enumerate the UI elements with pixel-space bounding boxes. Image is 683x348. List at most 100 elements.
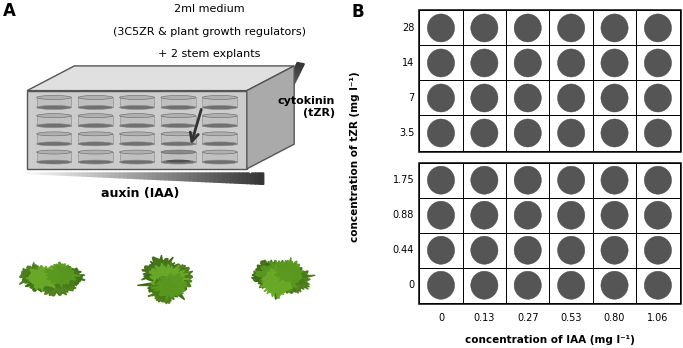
Polygon shape bbox=[153, 173, 157, 180]
Text: D: D bbox=[117, 228, 130, 243]
Bar bbox=[593, 233, 637, 268]
Polygon shape bbox=[120, 116, 154, 126]
Polygon shape bbox=[74, 173, 79, 176]
Polygon shape bbox=[272, 120, 276, 123]
Circle shape bbox=[471, 119, 498, 147]
Circle shape bbox=[471, 201, 498, 229]
Circle shape bbox=[514, 14, 542, 42]
Ellipse shape bbox=[202, 160, 237, 164]
Circle shape bbox=[644, 14, 671, 42]
Bar bbox=[462, 46, 506, 80]
Polygon shape bbox=[148, 277, 176, 304]
Ellipse shape bbox=[202, 95, 237, 100]
Polygon shape bbox=[256, 158, 257, 160]
Polygon shape bbox=[260, 173, 264, 184]
Text: 28: 28 bbox=[402, 23, 414, 33]
Polygon shape bbox=[58, 173, 62, 175]
Ellipse shape bbox=[120, 114, 154, 118]
Ellipse shape bbox=[120, 95, 154, 100]
Bar bbox=[549, 46, 593, 80]
Polygon shape bbox=[161, 97, 196, 108]
Bar bbox=[637, 198, 680, 233]
Text: 0: 0 bbox=[408, 280, 414, 290]
Circle shape bbox=[644, 49, 671, 77]
Polygon shape bbox=[194, 173, 198, 181]
Polygon shape bbox=[262, 142, 266, 145]
Polygon shape bbox=[37, 97, 72, 108]
Polygon shape bbox=[281, 98, 287, 101]
Polygon shape bbox=[252, 166, 253, 169]
Text: 0.88: 0.88 bbox=[393, 210, 414, 220]
Polygon shape bbox=[264, 138, 268, 140]
Polygon shape bbox=[62, 173, 66, 175]
Bar bbox=[462, 268, 506, 303]
Polygon shape bbox=[268, 129, 272, 132]
Text: 0: 0 bbox=[438, 313, 444, 323]
Ellipse shape bbox=[37, 150, 72, 154]
Ellipse shape bbox=[120, 124, 154, 128]
Polygon shape bbox=[161, 134, 196, 144]
Bar bbox=[419, 233, 462, 268]
Bar bbox=[506, 198, 549, 233]
Polygon shape bbox=[286, 87, 292, 90]
Text: C: C bbox=[3, 228, 14, 243]
Polygon shape bbox=[99, 173, 103, 177]
Polygon shape bbox=[254, 260, 309, 299]
Polygon shape bbox=[294, 67, 302, 70]
Text: 0.80: 0.80 bbox=[604, 313, 625, 323]
Bar bbox=[593, 46, 637, 80]
Polygon shape bbox=[79, 173, 83, 176]
Circle shape bbox=[644, 166, 671, 194]
Ellipse shape bbox=[120, 150, 154, 154]
Ellipse shape bbox=[161, 150, 196, 154]
Polygon shape bbox=[259, 151, 261, 153]
Polygon shape bbox=[37, 152, 72, 162]
Polygon shape bbox=[289, 80, 296, 84]
Polygon shape bbox=[19, 262, 47, 287]
Text: E: E bbox=[232, 228, 242, 243]
Circle shape bbox=[428, 201, 455, 229]
Bar bbox=[549, 268, 593, 303]
Text: 1.75: 1.75 bbox=[393, 175, 414, 185]
Polygon shape bbox=[290, 76, 298, 79]
Bar bbox=[419, 163, 462, 198]
Polygon shape bbox=[128, 173, 132, 178]
Polygon shape bbox=[137, 265, 191, 300]
Bar bbox=[462, 233, 506, 268]
Polygon shape bbox=[120, 173, 124, 178]
Ellipse shape bbox=[37, 142, 72, 146]
Circle shape bbox=[644, 119, 671, 147]
Bar bbox=[419, 10, 462, 46]
Circle shape bbox=[557, 166, 585, 194]
Circle shape bbox=[557, 84, 585, 112]
Circle shape bbox=[644, 271, 671, 299]
Circle shape bbox=[557, 119, 585, 147]
Ellipse shape bbox=[202, 132, 237, 136]
Polygon shape bbox=[141, 255, 179, 286]
Ellipse shape bbox=[161, 160, 196, 164]
Polygon shape bbox=[255, 173, 260, 184]
Bar bbox=[593, 198, 637, 233]
Polygon shape bbox=[285, 89, 292, 92]
Ellipse shape bbox=[37, 124, 72, 128]
Bar bbox=[506, 46, 549, 80]
Circle shape bbox=[514, 84, 542, 112]
Polygon shape bbox=[202, 173, 206, 182]
Polygon shape bbox=[29, 173, 33, 174]
Polygon shape bbox=[284, 91, 290, 94]
Bar bbox=[549, 10, 593, 46]
Polygon shape bbox=[275, 258, 303, 283]
Bar bbox=[462, 198, 506, 233]
Polygon shape bbox=[270, 124, 274, 127]
Ellipse shape bbox=[37, 114, 72, 118]
Polygon shape bbox=[294, 69, 301, 73]
Polygon shape bbox=[262, 144, 264, 147]
Polygon shape bbox=[251, 168, 253, 171]
Polygon shape bbox=[277, 109, 281, 112]
Polygon shape bbox=[253, 164, 255, 166]
Bar bbox=[506, 233, 549, 268]
Ellipse shape bbox=[120, 105, 154, 109]
Polygon shape bbox=[120, 97, 154, 108]
Polygon shape bbox=[173, 173, 178, 180]
Polygon shape bbox=[271, 122, 275, 125]
